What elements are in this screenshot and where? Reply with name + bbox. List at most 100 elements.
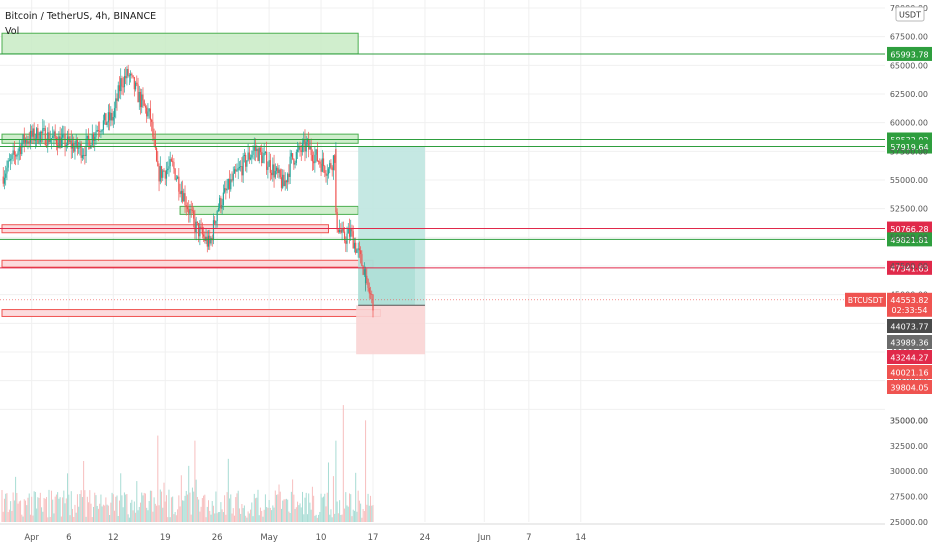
long-position-tool[interactable] — [356, 146, 425, 355]
volume-bar — [361, 517, 363, 522]
candle-body — [125, 76, 127, 79]
volume-bar — [8, 509, 10, 522]
volume-bar — [110, 502, 112, 522]
volume-bar — [360, 503, 362, 522]
candle-body — [92, 134, 95, 141]
volume-bar — [31, 496, 33, 522]
candle-body — [221, 205, 223, 209]
candle-body — [237, 168, 239, 171]
candle-body — [78, 147, 80, 149]
volume-bar — [68, 494, 70, 522]
volume-bar — [285, 498, 287, 522]
candle-body — [89, 140, 91, 149]
side-price-tag — [887, 365, 932, 379]
volume-bar — [157, 435, 159, 522]
volume-bar — [67, 473, 69, 522]
time-tick-label: 14 — [575, 533, 586, 543]
volume-bar — [255, 498, 257, 522]
candle-body — [350, 228, 352, 237]
volume-bar — [172, 496, 174, 522]
volume-bar — [48, 489, 50, 522]
volume-bar — [194, 440, 196, 522]
candle-body — [230, 179, 232, 190]
candle-body — [160, 166, 163, 178]
candle-body — [121, 78, 123, 87]
candle-body — [87, 135, 90, 141]
volume-bar — [169, 517, 171, 522]
volume-bar — [352, 509, 354, 522]
price-tick-label: 32500.00 — [890, 442, 928, 451]
volume-bar — [44, 498, 46, 522]
volume-bar — [189, 492, 191, 522]
volume-bar — [114, 510, 116, 522]
volume-bar — [298, 505, 300, 522]
candle-body — [164, 171, 166, 179]
candle-body — [268, 160, 270, 167]
candle-body — [180, 190, 182, 195]
volume-bar — [93, 506, 95, 522]
volume-bar — [91, 517, 93, 522]
volume-bar — [340, 515, 342, 522]
side-price-text: 44073.77 — [890, 323, 928, 332]
volume-bar — [217, 512, 219, 522]
candle-body — [254, 146, 257, 151]
volume-bar — [288, 511, 290, 522]
time-tick-label: 19 — [160, 533, 171, 543]
volume-bar — [185, 490, 187, 522]
volume-bar — [83, 461, 85, 522]
volume-bar — [88, 502, 90, 522]
candle-body — [274, 170, 276, 178]
candle-body — [320, 163, 322, 172]
volume-bar — [100, 494, 102, 522]
level-price-text: 65993.78 — [890, 50, 928, 59]
candle-body — [236, 170, 238, 172]
volume-bar — [109, 515, 111, 522]
volume-bar — [349, 493, 351, 522]
volume-bar — [299, 503, 301, 522]
candle-body — [292, 153, 294, 159]
supply-zone — [1, 32, 359, 55]
candle-body — [111, 112, 113, 121]
volume-bar — [344, 508, 346, 522]
volume-bar — [346, 505, 348, 522]
volume-bar — [247, 511, 249, 522]
candle-body — [64, 133, 66, 148]
volume-bar — [243, 505, 245, 522]
volume-bar — [240, 513, 242, 522]
volume-bar — [205, 517, 207, 522]
volume-bar — [287, 499, 289, 522]
candle-body — [343, 231, 346, 241]
volume-bar — [79, 494, 81, 522]
volume-bar — [284, 499, 286, 522]
candle-body — [300, 150, 302, 152]
volume-bar — [303, 514, 305, 522]
volume-bar — [161, 491, 163, 522]
volume-bar — [262, 516, 264, 522]
volume-bar — [259, 507, 261, 522]
candle-body — [191, 209, 194, 211]
time-tick-label: 10 — [316, 533, 327, 543]
volume-bar — [152, 511, 154, 522]
level-price-text: 50766.28 — [890, 225, 928, 234]
candle-body — [81, 155, 83, 158]
candle-body — [298, 145, 300, 150]
candle-body — [134, 82, 137, 90]
volume-bar — [214, 513, 216, 522]
volume-bar — [127, 514, 129, 522]
candle-body — [357, 248, 359, 250]
volume-bar — [78, 506, 80, 522]
side-price-tag — [887, 350, 932, 364]
volume-bar — [65, 498, 67, 522]
candle-body — [38, 141, 40, 143]
candle-body — [177, 176, 179, 179]
volume-bar — [32, 515, 34, 522]
candle-body — [21, 143, 23, 155]
candle-body — [3, 177, 6, 184]
volume-bar — [347, 506, 349, 522]
candle-body — [85, 138, 87, 156]
volume-indicator-label: Vol — [5, 26, 19, 37]
candle-body — [75, 138, 77, 147]
currency-button[interactable]: USDT — [895, 6, 925, 22]
side-price-text: 43989.36 — [890, 339, 928, 348]
